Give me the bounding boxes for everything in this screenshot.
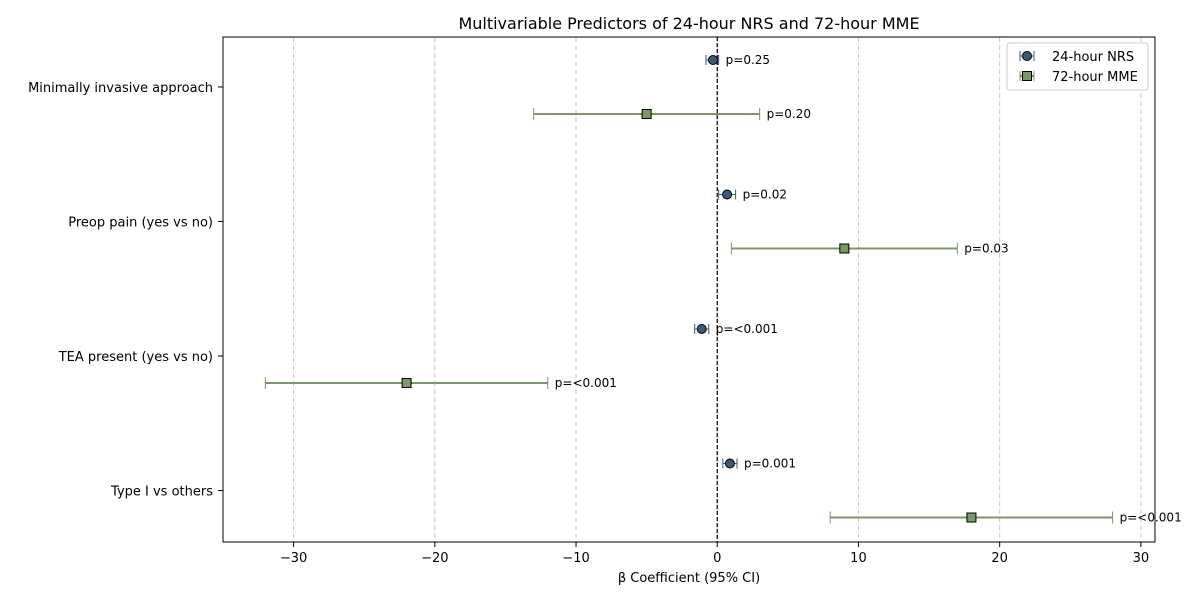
x-tick-label: −30 [280,551,307,566]
plot-frame [222,36,1156,543]
p-value-label: p=<0.001 [716,322,778,336]
p-value-label: p=0.03 [964,242,1008,256]
legend-box [1006,42,1149,91]
x-tick-label: 10 [850,551,867,566]
chart-title: Multivariable Predictors of 24-hour NRS … [458,14,919,33]
estimate-point-square [641,109,652,119]
estimate-point-square [401,378,412,388]
legend-marker-circle [1022,51,1032,61]
y-category-label: Type I vs others [110,485,213,500]
p-value-label: p=0.20 [767,107,811,121]
x-tick-label: 30 [1133,551,1150,566]
y-category-label: TEA present (yes vs no) [58,350,213,365]
y-category-label: Preop pain (yes vs no) [68,216,213,231]
x-axis-label: β Coefficient (95% CI) [618,571,760,586]
legend-marker-square [1022,71,1032,81]
x-tick-label: 0 [713,551,721,566]
p-value-label: p=<0.001 [555,376,617,390]
x-tick-label: −20 [421,551,448,566]
estimate-point-circle [724,458,735,469]
estimate-point-circle [696,324,707,334]
p-value-label: p=0.02 [743,188,787,202]
estimate-point-square [966,512,977,523]
legend-label: 24-hour NRS [1052,50,1134,65]
legend-label: 72-hour MME [1052,70,1138,85]
p-value-label: p=0.001 [744,457,796,471]
p-value-label: p=<0.001 [1120,511,1182,525]
estimate-point-square [839,243,850,254]
p-value-label: p=0.25 [726,53,770,67]
estimate-point-circle [708,55,719,65]
x-tick-label: −10 [562,551,589,566]
y-category-label: Minimally invasive approach [28,81,213,96]
estimate-point-circle [722,189,733,200]
x-tick-label: 20 [991,551,1008,566]
